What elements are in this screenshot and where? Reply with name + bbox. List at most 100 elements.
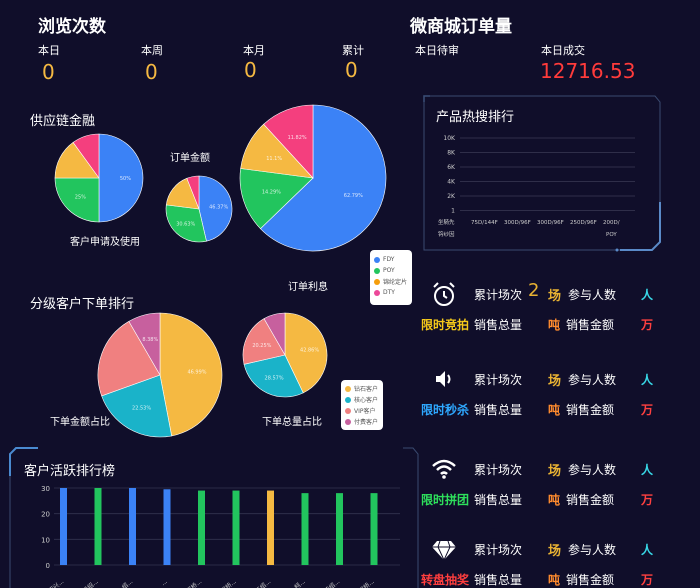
x-tick-label: 柯... xyxy=(293,577,307,588)
supply-pie2-title: 订单金额 xyxy=(170,153,210,164)
active-title: 客户活跃排行榜 xyxy=(24,464,116,479)
x-tick-label: 75D/144F xyxy=(471,220,498,226)
promo-tag[interactable]: 限时竞拍 xyxy=(421,318,470,332)
bar[interactable] xyxy=(129,488,136,565)
pie-slice[interactable] xyxy=(165,204,207,243)
legend-item[interactable]: VIP客户 xyxy=(345,405,379,416)
people-label: 参与人数 xyxy=(568,463,617,477)
count-label: 累计场次 xyxy=(474,543,523,557)
total-label: 销售总量 xyxy=(474,493,523,507)
pie-slice-label: 11.82% xyxy=(288,135,307,141)
pie-slice-label: 25% xyxy=(75,195,86,201)
total-label: 销售总量 xyxy=(474,403,523,417)
legend-item[interactable]: 核心客户 xyxy=(345,394,379,405)
pie-slice[interactable] xyxy=(263,312,286,357)
y-tick-label: 6K xyxy=(447,164,456,171)
x-tick-label: POY xyxy=(606,232,617,238)
y-tick-label: 10 xyxy=(41,536,50,544)
x-tick-label: 钩纱因 xyxy=(438,230,455,238)
people-label: 参与人数 xyxy=(568,288,617,302)
pie-slice[interactable] xyxy=(186,175,200,210)
pie-slice[interactable] xyxy=(159,312,223,437)
bar[interactable] xyxy=(60,488,67,565)
stat-week-value: 0 xyxy=(145,60,158,84)
pie-slice[interactable] xyxy=(72,133,100,179)
bar[interactable] xyxy=(232,490,240,565)
pie-slice-label: 8.38% xyxy=(142,337,158,343)
supply-pie3-caption: 订单利息 xyxy=(288,282,328,293)
pie-slice[interactable] xyxy=(263,104,314,179)
bar[interactable] xyxy=(163,489,171,565)
y-tick-label: 20 xyxy=(41,511,50,519)
amount-unit: 万 xyxy=(641,318,654,332)
promo-tag[interactable]: 限时拼团 xyxy=(421,493,470,507)
hot-title: 产品热搜排行 xyxy=(436,110,515,125)
tier-pie-right: 42.86% 28.57% 20.25% xyxy=(242,312,328,398)
stat-total-value: 0 xyxy=(345,58,358,82)
bar[interactable] xyxy=(198,490,205,565)
promo-tag[interactable]: 限时秒杀 xyxy=(421,403,470,417)
stat-week-label: 本周 xyxy=(141,44,163,57)
pie-slice[interactable] xyxy=(128,312,161,377)
tier-legend: 钻石客户 核心客户 VIP客户 付费客户 xyxy=(341,380,383,430)
legend-item[interactable]: DTY xyxy=(374,287,408,298)
x-tick-label: 绍... xyxy=(120,577,134,588)
count-unit: 场 xyxy=(548,464,562,479)
bar[interactable] xyxy=(301,493,309,565)
stat-day-value: 0 xyxy=(42,60,55,84)
mall-pending-label: 本日待审 xyxy=(415,44,459,57)
legend-item[interactable]: 付费客户 xyxy=(345,416,379,427)
count-label: 累计场次 xyxy=(474,463,523,477)
amount-label: 销售金额 xyxy=(566,493,615,507)
pie-slice[interactable] xyxy=(284,312,328,394)
tier-title: 分级客户下单排行 xyxy=(30,297,135,312)
legend-item[interactable]: 锦纶定片 xyxy=(374,276,408,287)
supply-pie-2: 46.37% 30.63% xyxy=(165,175,233,243)
bar[interactable] xyxy=(336,493,343,565)
x-tick-label: 柯桥... xyxy=(219,577,238,588)
stat-month-label: 本月 xyxy=(243,44,265,57)
hot-panel-frame xyxy=(423,95,661,252)
pie-slice[interactable] xyxy=(101,374,173,438)
legend-item[interactable]: POY xyxy=(374,265,408,276)
x-tick-label: 柯桥绍... xyxy=(318,577,341,588)
tier-caption-right: 下单总量占比 xyxy=(262,417,322,428)
pie-slice[interactable] xyxy=(239,168,314,230)
count-value: 2 xyxy=(528,280,540,301)
amount-unit: 万 xyxy=(641,493,654,507)
mall-deal-label: 本日成交 xyxy=(541,44,585,57)
supply-pie1-caption: 客户申请及使用 xyxy=(70,237,140,248)
x-tick-label: 250D/96F xyxy=(570,220,597,226)
people-unit: 人 xyxy=(641,373,654,387)
pie-slice[interactable] xyxy=(54,177,100,223)
alarm-clock-icon xyxy=(430,280,458,308)
diamond-icon xyxy=(430,535,458,563)
x-tick-label: 浙江绍... xyxy=(249,577,272,588)
bar[interactable] xyxy=(267,490,274,565)
pie-slice-label: 22.53% xyxy=(132,405,151,411)
tier-caption-left: 下单金额占比 xyxy=(50,417,110,428)
tier-pie-left: 46.99% 22.53% 8.38% xyxy=(97,312,223,438)
active-panel-frame xyxy=(9,447,419,588)
pie-slice-label: 42.86% xyxy=(300,347,319,353)
people-unit: 人 xyxy=(641,463,654,477)
x-tick-label: 坐騎先 xyxy=(438,218,455,226)
x-tick-label: 绍兴... xyxy=(47,577,66,588)
total-label: 销售总量 xyxy=(474,573,523,587)
pie-slice[interactable] xyxy=(97,320,161,397)
bar[interactable] xyxy=(94,488,102,565)
people-label: 参与人数 xyxy=(568,373,617,387)
pie-slice[interactable] xyxy=(198,175,233,242)
amount-label: 销售金额 xyxy=(566,573,615,587)
bar[interactable] xyxy=(370,493,378,565)
promo-tag[interactable]: 转盘抽奖 xyxy=(421,573,470,587)
total-unit: 吨 xyxy=(548,493,561,507)
legend-item[interactable]: 钻石客户 xyxy=(345,383,379,394)
pie-slice[interactable] xyxy=(98,133,144,223)
amount-label: 销售金额 xyxy=(566,318,615,332)
pie-slice[interactable] xyxy=(260,104,387,252)
legend-item[interactable]: FDY xyxy=(374,254,408,265)
x-tick-label: 柯桥... xyxy=(185,577,204,588)
pie-slice[interactable] xyxy=(243,354,304,398)
pie-slice[interactable] xyxy=(242,318,286,365)
